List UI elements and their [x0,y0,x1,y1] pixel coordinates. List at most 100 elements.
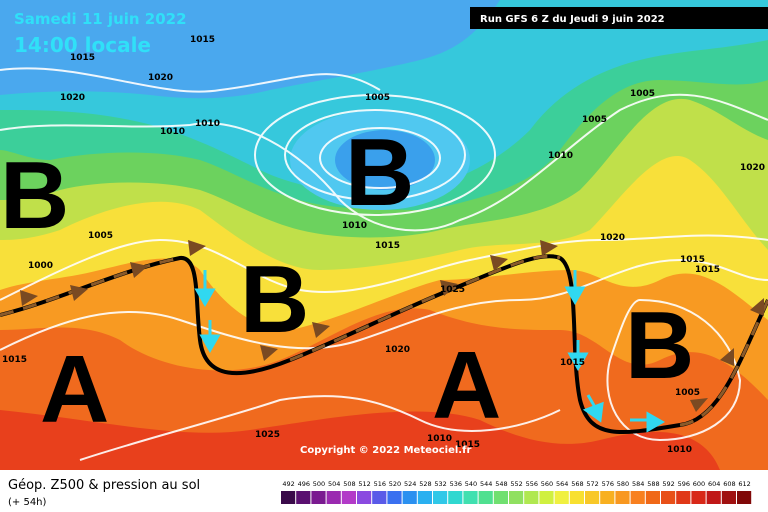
scale-swatch [281,491,296,504]
scale-label: 492 [282,480,294,488]
scale-label: 580 [617,480,629,488]
scale-swatch [433,491,448,504]
scale-label: 504 [328,480,340,488]
scale-swatch [478,491,493,504]
scale-label: 584 [632,480,644,488]
jet-stream [0,240,768,435]
scale-label: 576 [602,480,614,488]
isobar-label: 1020 [385,345,410,355]
isobar-label: 1020 [148,73,173,83]
scale-swatch [676,491,691,504]
scale-swatch [357,491,372,504]
scale-swatch [341,491,356,504]
scale-label: 588 [647,480,659,488]
isobar-label: 1010 [427,434,452,444]
isobar-label: 1015 [680,255,705,265]
isobar-label: 1015 [455,440,480,450]
isobar-label: 1005 [582,115,607,125]
isobar-label: 1025 [255,430,280,440]
isobar-label: 1010 [195,119,220,129]
isobar-label: 1015 [695,265,720,275]
scale-swatch [372,491,387,504]
scale-label: 596 [678,480,690,488]
scale-swatch [524,491,539,504]
footer-title: Géop. Z500 & pression au sol [8,478,200,493]
scale-label: 496 [298,480,310,488]
scale-swatch [661,491,676,504]
isobar-label: 1005 [88,231,113,241]
copyright: Copyright © 2022 Meteociel.fr [300,445,471,456]
scale-label: 536 [450,480,462,488]
pressure-center: B [625,292,694,399]
scale-swatch [311,491,326,504]
scale-swatch [630,491,645,504]
scale-label: 516 [374,480,386,488]
isobar-label: 1015 [190,35,215,45]
scale-swatch [737,491,752,504]
scale-label: 544 [480,480,492,488]
scale-swatch [509,491,524,504]
scale-swatch [721,491,736,504]
scale-label: 512 [358,480,370,488]
pressure-center: A [40,336,109,443]
pressure-center: B [240,246,309,353]
scale-swatch [706,491,721,504]
footer-lead: (+ 54h) [8,497,47,508]
scale-label: 600 [693,480,705,488]
isobar-label: 1000 [28,261,53,271]
isobar-labels: 1015101510201010101010051005100510101010… [2,35,765,455]
scale-swatch [615,491,630,504]
scale-label: 592 [662,480,674,488]
run-label: Run GFS 6 Z du Jeudi 9 juin 2022 [480,14,665,25]
isobar-label: 1015 [560,358,585,368]
pressure-center: A [432,332,501,439]
scale-label: 572 [586,480,598,488]
isobar-label: 1010 [548,151,573,161]
date-label: Samedi 11 juin 2022 [14,10,187,28]
scale-label: 508 [343,480,355,488]
scale-label: 612 [738,480,750,488]
isobar-label: 1005 [675,388,700,398]
scale-label: 520 [389,480,401,488]
scale-label: 540 [465,480,477,488]
isobar-label: 1010 [667,445,692,455]
run-box [470,7,768,29]
scale-label: 500 [313,480,325,488]
isobar-label: 1020 [60,93,85,103]
scale-swatch [554,491,569,504]
scale-swatch [493,491,508,504]
isobar-label: 1010 [342,221,367,231]
scale-swatch [645,491,660,504]
isobars [0,67,768,461]
isobar-label: 1015 [2,355,27,365]
scale-swatch [417,491,432,504]
pressure-center: B [345,119,414,226]
scale-swatch [448,491,463,504]
color-scale: 492 496 500 504 508 512 516 520 524 528 532 536 540 5… [281,480,752,504]
time-label: 14:00 locale [14,33,151,57]
scale-swatch [569,491,584,504]
isobar-label: 1010 [160,127,185,137]
scale-swatch [326,491,341,504]
isobar-label: 1005 [365,93,390,103]
scale-label: 564 [556,480,568,488]
scale-label: 604 [708,480,720,488]
scale-label: 568 [571,480,583,488]
scale-label: 560 [541,480,553,488]
scale-label: 556 [526,480,538,488]
scale-label: 548 [495,480,507,488]
pressure-centers: B BBA A B [0,119,694,443]
scale-label: 608 [723,480,735,488]
isobar-label: 1025 [440,285,465,295]
map-background [0,0,768,470]
isobar-label: 1015 [375,241,400,251]
pressure-center: B [0,142,69,249]
scale-swatch [402,491,417,504]
scale-swatch [387,491,402,504]
scale-swatch [296,491,311,504]
isobar-label: 1020 [740,163,765,173]
isobar-label: 1005 [630,89,655,99]
scale-label: 524 [404,480,416,488]
scale-label: 552 [510,480,522,488]
